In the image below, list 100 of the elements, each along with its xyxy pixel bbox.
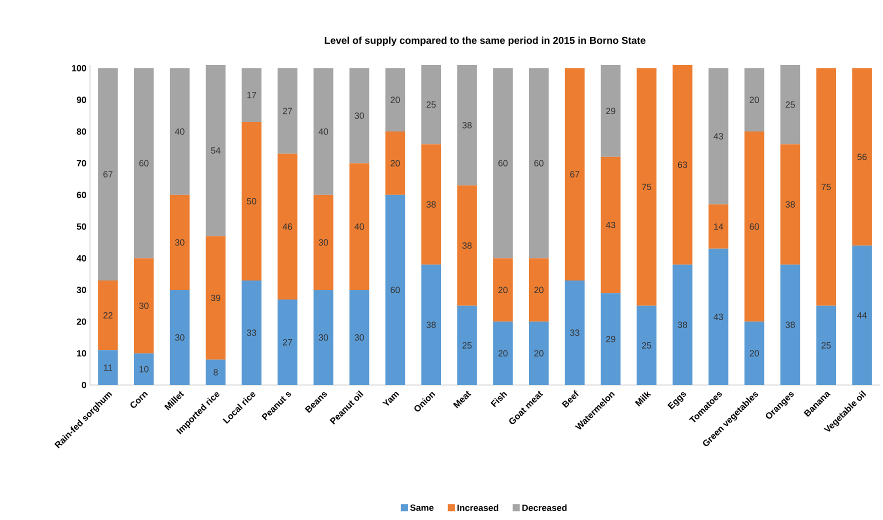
bar <box>672 64 692 265</box>
data-label: 29 <box>606 108 616 114</box>
bar <box>852 68 872 246</box>
data-label: 67 <box>570 171 580 178</box>
data-label: 50 <box>246 198 256 204</box>
data-label: 38 <box>462 242 472 249</box>
y-tick-label: 10 <box>77 350 86 356</box>
bar <box>780 64 800 144</box>
bar <box>170 290 190 385</box>
bar <box>314 68 334 195</box>
data-label: 20 <box>534 350 544 356</box>
bar <box>600 156 621 294</box>
bar <box>708 248 728 385</box>
data-label: 30 <box>175 239 184 246</box>
data-label: 25 <box>822 342 831 349</box>
y-tick-label: 0 <box>82 382 86 388</box>
data-label: 10 <box>140 366 149 372</box>
bar <box>744 322 764 385</box>
bar <box>385 194 406 385</box>
data-label: 60 <box>139 160 149 166</box>
bar <box>672 264 692 385</box>
bar <box>528 68 549 258</box>
bar <box>278 154 298 300</box>
data-label: 27 <box>282 339 292 346</box>
bar <box>170 194 190 290</box>
data-label: 11 <box>104 364 112 371</box>
bar <box>134 258 154 354</box>
data-label: 20 <box>750 350 759 356</box>
y-tick-label: 40 <box>76 255 86 262</box>
data-label: 17 <box>247 92 256 98</box>
bar <box>98 68 118 280</box>
data-label: 75 <box>642 184 652 190</box>
bar <box>421 144 442 265</box>
data-label: 43 <box>714 314 724 320</box>
bar <box>98 280 118 350</box>
bar <box>349 68 370 164</box>
data-label: 20 <box>390 160 400 166</box>
legend-label: Decreased <box>522 504 567 511</box>
bar <box>600 64 621 157</box>
data-label: 33 <box>246 330 256 336</box>
data-label: 44 <box>857 312 867 318</box>
data-label: 40 <box>354 223 364 230</box>
data-label: 20 <box>534 286 544 294</box>
bar <box>349 163 370 290</box>
bar <box>242 280 262 385</box>
data-label: 25 <box>426 101 436 108</box>
chart-title: Level of supply compared to the same period in 2015 in Borno State <box>324 36 646 46</box>
y-tick-label: 90 <box>76 96 86 104</box>
data-label: 20 <box>750 96 759 104</box>
bar <box>564 280 585 385</box>
data-label: 63 <box>678 162 688 168</box>
x-tick-label: Fish <box>490 392 508 408</box>
legend-label: Same <box>410 504 434 511</box>
y-tick-label: 20 <box>76 318 86 325</box>
bar <box>278 299 298 385</box>
bar <box>170 68 190 195</box>
data-label: 40 <box>174 128 184 135</box>
data-label: 38 <box>426 201 436 208</box>
bar <box>708 68 728 204</box>
bar <box>493 68 513 258</box>
data-label: 30 <box>318 239 328 246</box>
bar <box>636 68 656 306</box>
data-label: 25 <box>462 342 472 349</box>
data-label: 25 <box>786 101 795 108</box>
data-label: 30 <box>318 334 328 341</box>
data-label: 56 <box>857 154 867 160</box>
x-tick-label: Milk <box>634 391 652 406</box>
bar <box>421 264 442 385</box>
bar <box>421 64 442 144</box>
bar <box>528 322 549 385</box>
data-label: 38 <box>426 322 436 328</box>
bar <box>314 290 334 385</box>
bar <box>600 293 621 385</box>
data-label: 54 <box>211 147 220 154</box>
bar <box>134 353 154 385</box>
bar <box>278 68 298 154</box>
bar <box>385 68 406 132</box>
data-label: 20 <box>498 286 508 294</box>
data-label: 43 <box>606 222 616 228</box>
y-tick-label: 80 <box>76 128 86 135</box>
bar <box>528 258 549 322</box>
data-label: 14 <box>714 223 724 230</box>
bar <box>457 64 477 186</box>
bar <box>780 144 800 265</box>
y-tick-label: 70 <box>76 160 86 166</box>
bar <box>564 68 585 280</box>
data-label: 43 <box>714 133 724 140</box>
y-tick-label: 50 <box>76 223 86 230</box>
data-label: 8 <box>214 369 218 376</box>
data-label: 30 <box>354 112 364 119</box>
bar <box>493 322 513 385</box>
bar <box>385 132 406 195</box>
data-label: 33 <box>570 330 580 336</box>
y-tick-label: 60 <box>76 192 86 198</box>
data-label: 29 <box>606 336 616 342</box>
data-label: 75 <box>822 184 831 190</box>
data-label: 38 <box>786 322 795 328</box>
data-label: 60 <box>498 160 508 166</box>
y-tick-label: 30 <box>76 286 86 294</box>
legend-label: Increased <box>457 504 498 511</box>
